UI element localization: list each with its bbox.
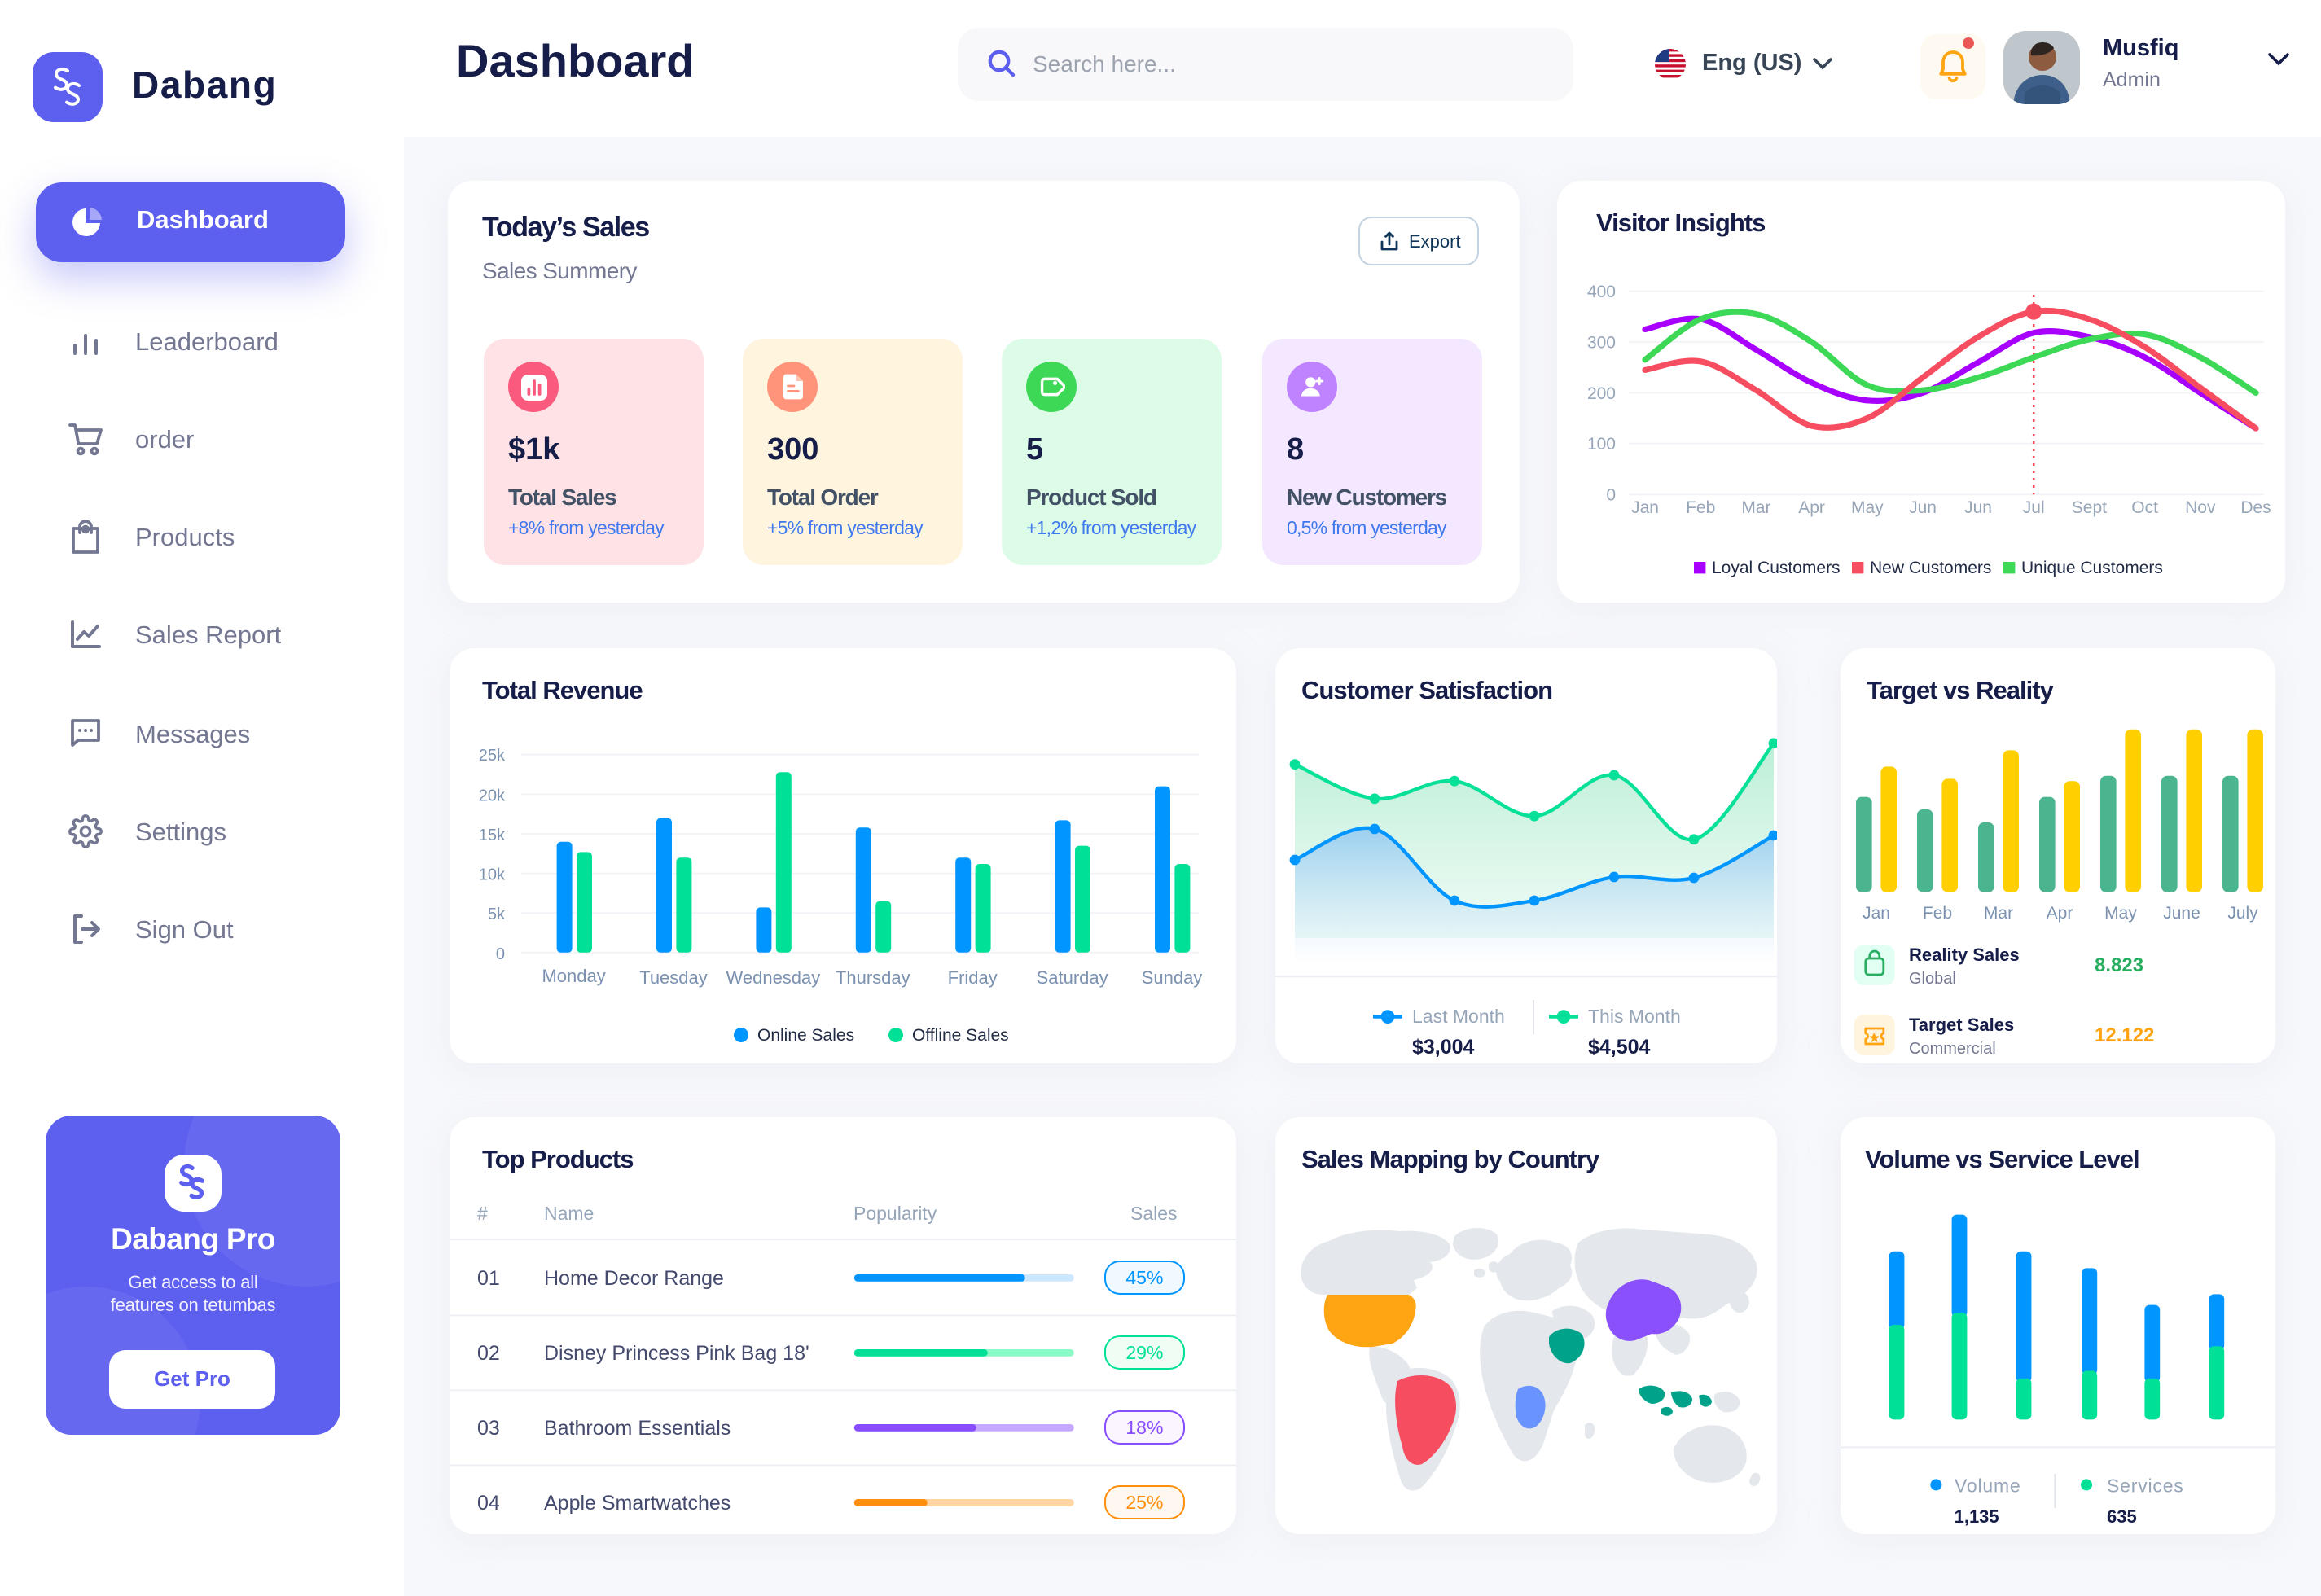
svg-text:Thursday: Thursday	[836, 967, 910, 988]
svg-text:45%: 45%	[1125, 1267, 1163, 1288]
svg-text:03: 03	[477, 1417, 500, 1440]
svg-text:Oct: Oct	[2131, 498, 2158, 517]
svg-text:635: 635	[2107, 1506, 2137, 1527]
svg-text:300: 300	[1587, 333, 1616, 352]
svg-text:25%: 25%	[1125, 1492, 1163, 1513]
svg-text:May: May	[2104, 904, 2137, 923]
svg-text:$4,504: $4,504	[1588, 1036, 1651, 1059]
svg-text:10k: 10k	[479, 866, 506, 884]
svg-text:Target Sales: Target Sales	[1909, 1015, 2014, 1035]
svg-text:Mar: Mar	[1741, 498, 1770, 517]
svg-text:This Month: This Month	[1588, 1006, 1681, 1027]
svg-text:12.122: 12.122	[2095, 1024, 2154, 1046]
svg-text:18%: 18%	[1125, 1417, 1163, 1438]
svg-text:Commercial: Commercial	[1909, 1040, 1996, 1058]
svg-text:20k: 20k	[479, 787, 506, 805]
svg-text:$3,004: $3,004	[1412, 1036, 1475, 1059]
svg-text:Services: Services	[2107, 1475, 2184, 1496]
svg-text:Name: Name	[544, 1203, 594, 1224]
svg-text:July: July	[2227, 904, 2258, 923]
svg-text:Jan: Jan	[1863, 904, 1890, 923]
svg-text:Offline Sales: Offline Sales	[912, 1026, 1009, 1045]
svg-text:Sunday: Sunday	[1142, 967, 1203, 988]
svg-text:8.823: 8.823	[2095, 954, 2143, 976]
svg-text:04: 04	[477, 1492, 500, 1515]
svg-text:29%: 29%	[1125, 1342, 1163, 1363]
svg-text:Apr: Apr	[2047, 904, 2073, 923]
svg-text:Jul: Jul	[2023, 498, 2045, 517]
svg-text:Friday: Friday	[948, 967, 998, 988]
svg-text:May: May	[1851, 498, 1884, 517]
svg-text:Online Sales: Online Sales	[757, 1026, 854, 1045]
svg-text:Saturday: Saturday	[1037, 967, 1108, 988]
svg-text:Jun: Jun	[1909, 498, 1937, 517]
svg-text:Volume: Volume	[1955, 1475, 2021, 1496]
svg-text:Home Decor Range: Home Decor Range	[544, 1267, 724, 1290]
svg-text:01: 01	[477, 1267, 500, 1290]
svg-text:Nov: Nov	[2185, 498, 2216, 517]
svg-text:New Customers: New Customers	[1870, 559, 1991, 577]
svg-text:400: 400	[1587, 283, 1616, 301]
svg-text:Monday: Monday	[542, 966, 605, 986]
svg-text:100: 100	[1587, 435, 1616, 454]
svg-text:Apr: Apr	[1798, 498, 1825, 517]
svg-text:Popularity: Popularity	[853, 1203, 937, 1224]
svg-text:1,135: 1,135	[1955, 1506, 1999, 1527]
svg-text:5k: 5k	[488, 905, 506, 923]
svg-text:Bathroom Essentials: Bathroom Essentials	[544, 1417, 731, 1440]
svg-text:0: 0	[1606, 486, 1616, 505]
svg-text:Mar: Mar	[1984, 904, 2013, 923]
svg-text:Unique Customers: Unique Customers	[2021, 559, 2163, 577]
svg-text:Wednesday: Wednesday	[726, 967, 821, 988]
svg-text:Tuesday: Tuesday	[639, 967, 708, 988]
svg-text:0: 0	[496, 945, 505, 963]
svg-text:02: 02	[477, 1342, 500, 1365]
svg-text:Reality Sales: Reality Sales	[1909, 945, 2020, 965]
svg-text:Disney Princess Pink Bag 18': Disney Princess Pink Bag 18'	[544, 1342, 809, 1365]
svg-text:200: 200	[1587, 384, 1616, 403]
svg-text:Feb: Feb	[1923, 904, 1952, 923]
svg-text:Des: Des	[2240, 498, 2271, 517]
svg-text:Sept: Sept	[2072, 498, 2107, 517]
svg-text:15k: 15k	[479, 826, 506, 844]
svg-text:Loyal Customers: Loyal Customers	[1712, 559, 1841, 577]
svg-text:Feb: Feb	[1686, 498, 1715, 517]
svg-text:Sales: Sales	[1130, 1203, 1178, 1224]
svg-text:#: #	[477, 1203, 488, 1224]
svg-text:Jun: Jun	[1964, 498, 1992, 517]
svg-text:June: June	[2163, 904, 2200, 923]
svg-text:Jan: Jan	[1631, 498, 1659, 517]
svg-text:Last Month: Last Month	[1412, 1006, 1505, 1027]
svg-text:25k: 25k	[479, 747, 506, 765]
svg-text:Global: Global	[1909, 970, 1956, 988]
svg-text:Apple Smartwatches: Apple Smartwatches	[544, 1492, 731, 1515]
